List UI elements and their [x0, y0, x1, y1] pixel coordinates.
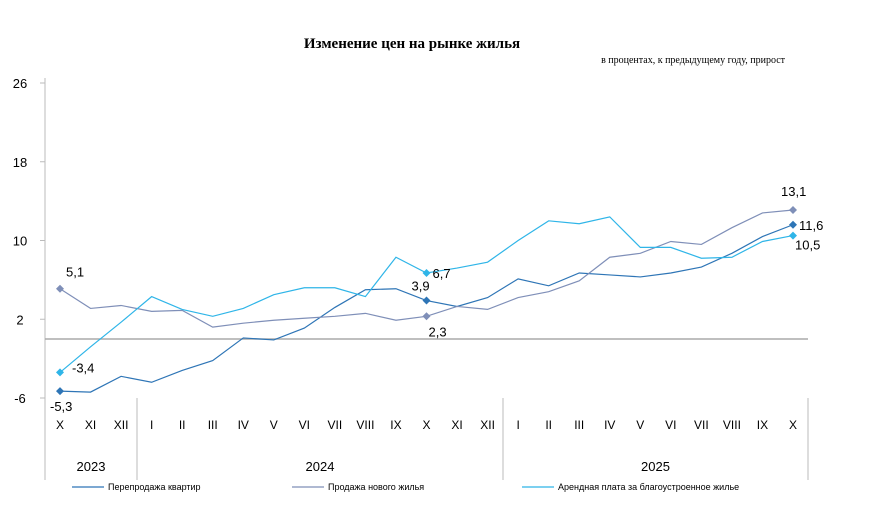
x-tick-label: VII	[328, 418, 343, 432]
x-tick-label: I	[516, 418, 519, 432]
x-tick-label: III	[574, 418, 584, 432]
x-tick-label: VIII	[356, 418, 374, 432]
x-tick-label: IV	[238, 418, 249, 432]
series-line	[59, 224, 794, 393]
data-label: 5,1	[66, 265, 84, 280]
data-point-marker	[789, 205, 797, 214]
y-tick-label: -6	[14, 391, 26, 406]
data-point-marker	[422, 312, 431, 321]
chart-subtitle: в процентах, к предыдущему году, прирост	[601, 55, 786, 66]
series-line	[59, 216, 794, 373]
x-tick-label: IV	[604, 418, 615, 432]
x-tick-label: II	[179, 418, 186, 432]
y-tick-label: 18	[13, 155, 27, 170]
year-label: 2024	[306, 459, 335, 474]
x-tick-label: V	[270, 418, 278, 432]
x-tick-label: III	[208, 418, 218, 432]
x-tick-label: X	[789, 418, 797, 432]
data-point-marker	[56, 387, 64, 396]
y-tick-label: 2	[16, 312, 23, 327]
data-point-marker	[789, 220, 797, 229]
x-tick-label: V	[636, 418, 644, 432]
x-tick-label: VI	[299, 418, 310, 432]
data-label: -3,4	[72, 360, 94, 375]
year-label: 2023	[77, 459, 106, 474]
chart-title: Изменение цен на рынке жилья	[304, 36, 520, 52]
y-tick-label: 10	[13, 234, 27, 249]
x-tick-label: X	[56, 418, 64, 432]
x-tick-label: IX	[757, 418, 768, 432]
data-point-marker	[422, 296, 431, 305]
data-label: 11,6	[799, 218, 823, 233]
year-label: 2025	[641, 459, 670, 474]
data-point-marker	[789, 231, 797, 240]
x-tick-label: X	[422, 418, 430, 432]
x-tick-label: II	[545, 418, 552, 432]
data-label: 10,5	[795, 238, 820, 253]
legend-label: Перепродажа квартир	[108, 482, 201, 492]
y-tick-label: 26	[13, 76, 27, 91]
x-tick-label: VIII	[723, 418, 741, 432]
data-point-marker	[422, 268, 431, 277]
data-label: 13,1	[781, 184, 806, 199]
data-label: 6,7	[433, 266, 451, 281]
x-tick-label: VII	[694, 418, 709, 432]
x-tick-label: XI	[451, 418, 462, 432]
legend-label: Арендная плата за благоустроенное жилье	[558, 482, 739, 492]
data-label: -5,3	[50, 399, 72, 414]
x-tick-label: VI	[665, 418, 676, 432]
data-label: 2,3	[429, 324, 447, 339]
x-tick-label: XI	[85, 418, 96, 432]
legend-label: Продажа нового жилья	[328, 482, 424, 492]
data-label: 3,9	[412, 279, 430, 294]
series-line	[59, 209, 794, 328]
data-point-marker	[56, 284, 64, 293]
x-tick-label: XII	[480, 418, 495, 432]
x-tick-label: I	[150, 418, 153, 432]
x-tick-label: IX	[390, 418, 401, 432]
data-point-marker	[56, 368, 64, 377]
x-tick-label: XII	[114, 418, 129, 432]
